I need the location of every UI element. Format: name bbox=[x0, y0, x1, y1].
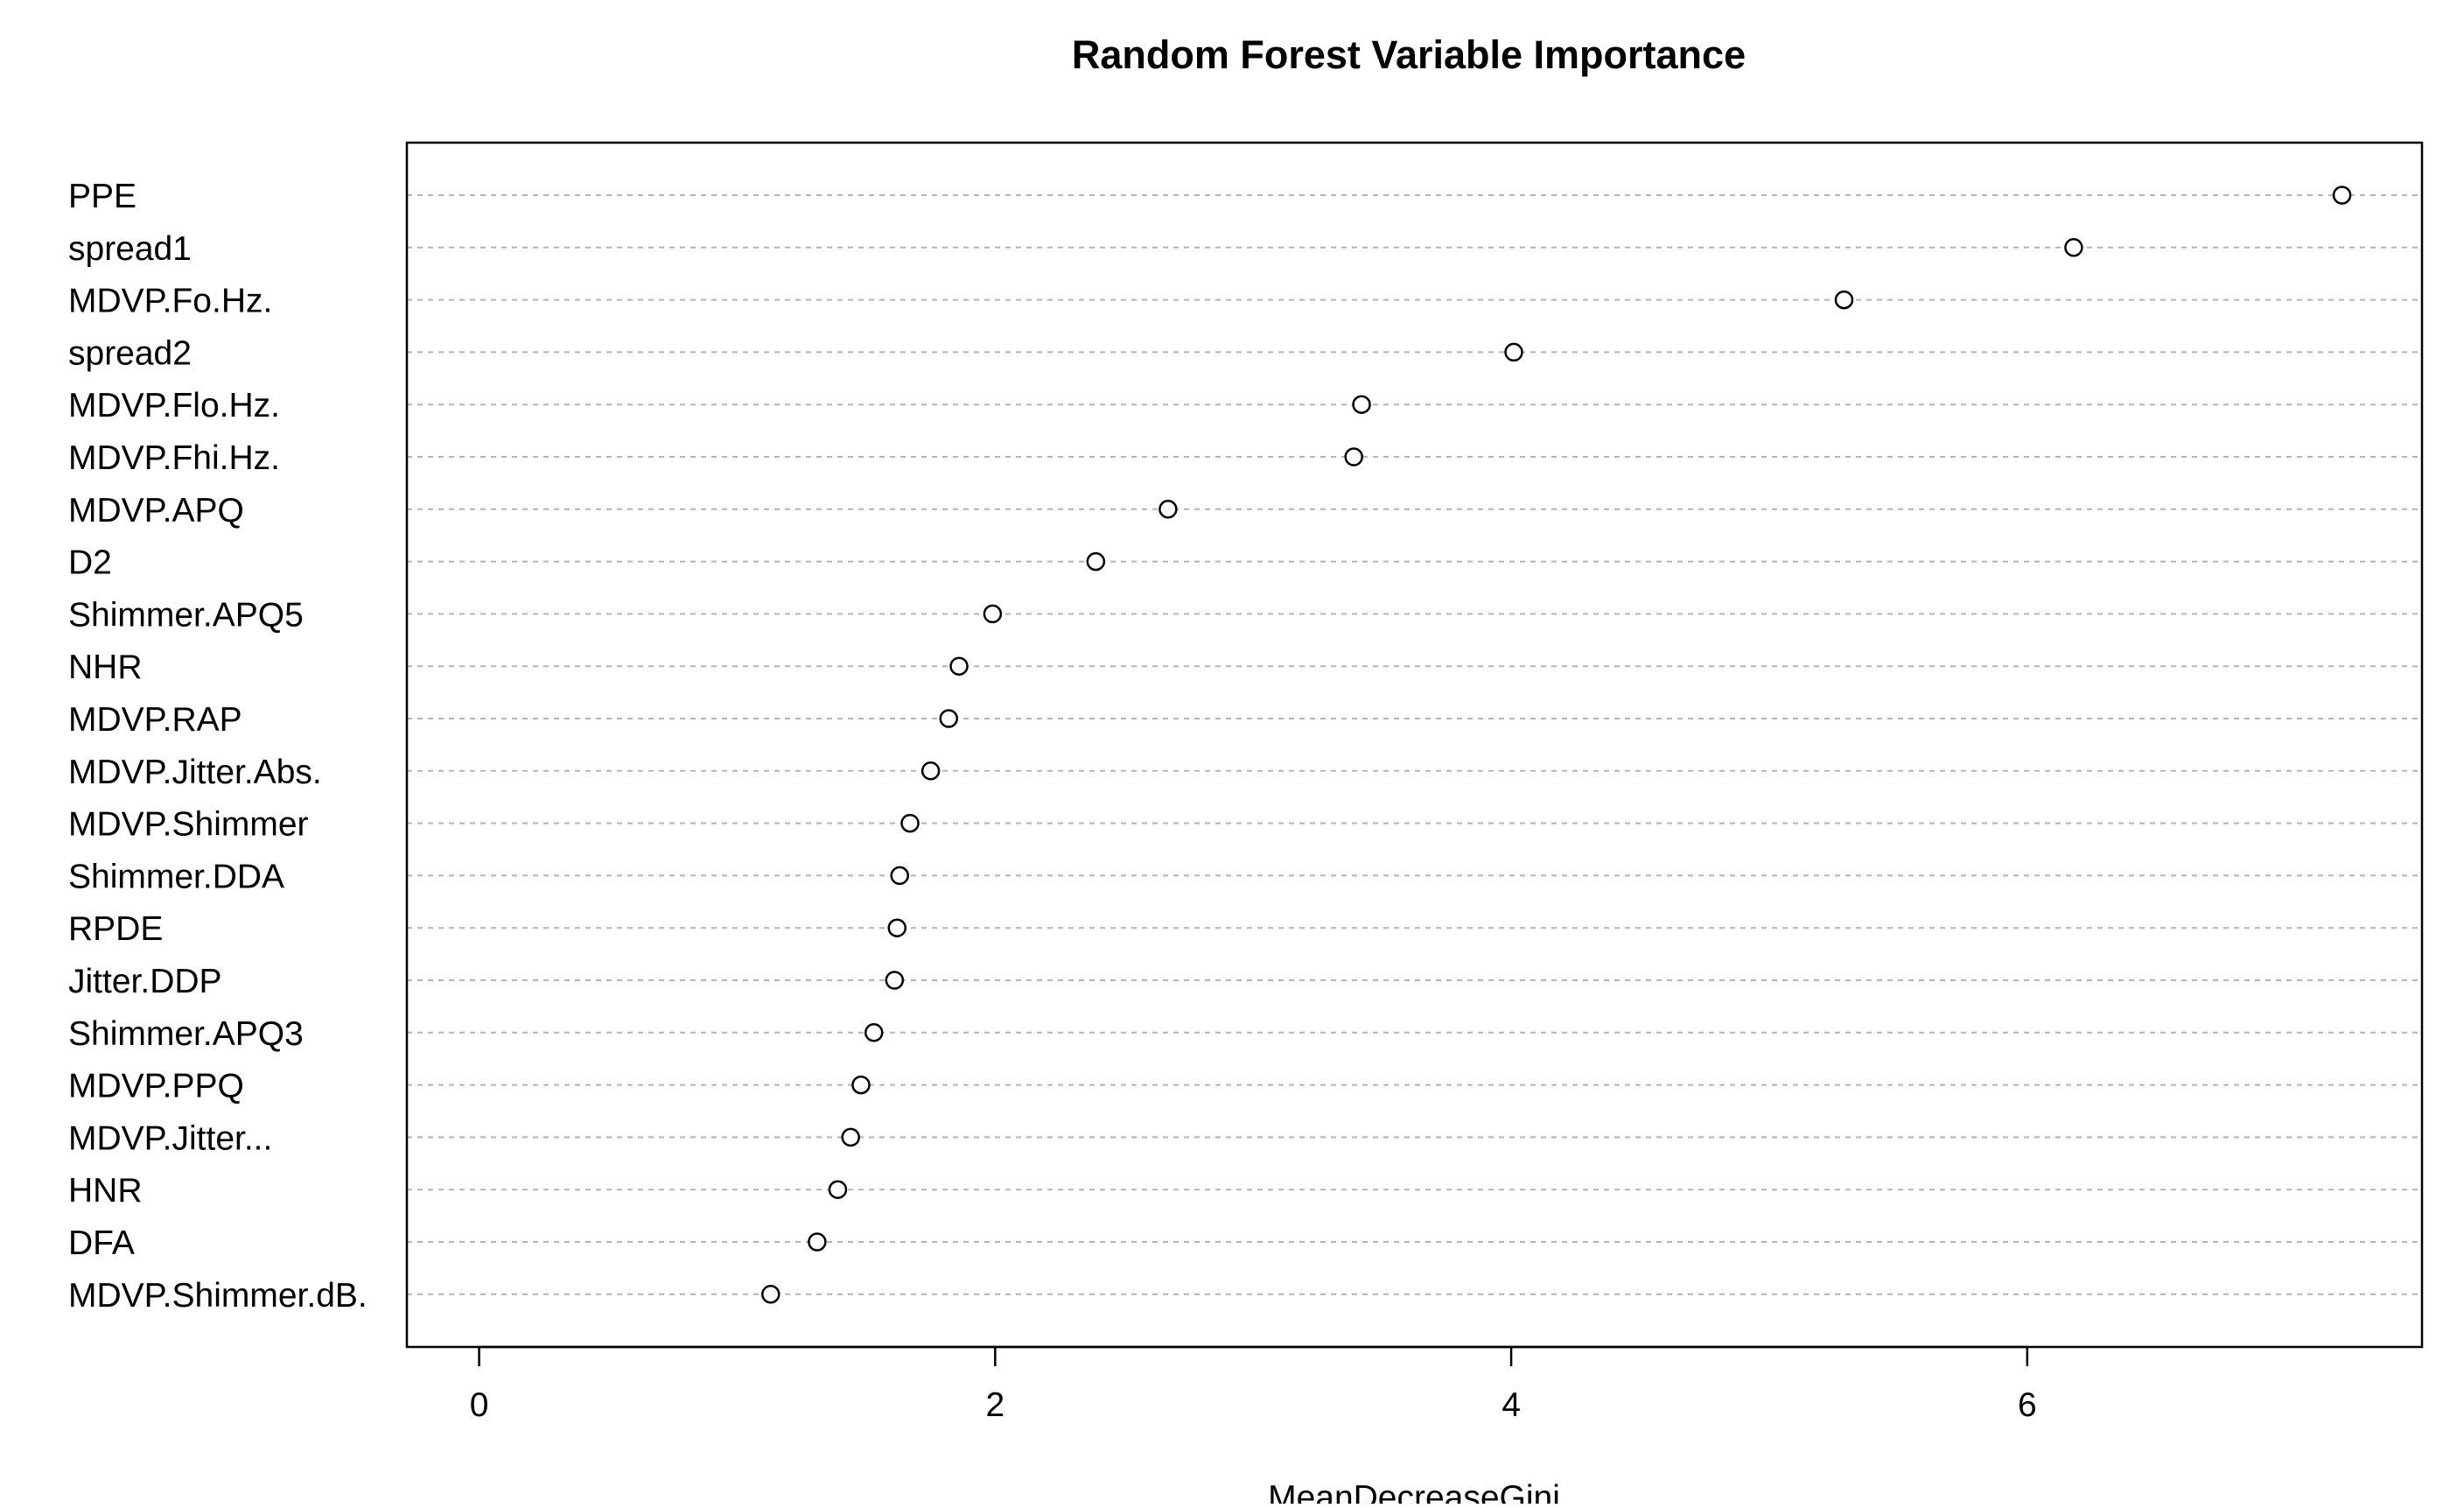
x-axis-title: MeanDecreaseGini bbox=[1268, 1479, 1560, 1504]
data-point bbox=[885, 971, 905, 990]
data-point bbox=[1352, 395, 1371, 414]
variable-label: NHR bbox=[68, 649, 143, 686]
data-point bbox=[1834, 290, 1854, 310]
data-point bbox=[887, 918, 907, 937]
data-point bbox=[1086, 551, 1106, 572]
x-tick-label: 0 bbox=[470, 1386, 489, 1424]
data-point bbox=[851, 1075, 871, 1095]
data-point bbox=[1158, 500, 1178, 519]
variable-label: Shimmer.DDA bbox=[68, 858, 284, 895]
data-point bbox=[761, 1285, 780, 1304]
plot-frame bbox=[405, 141, 2424, 1349]
data-point bbox=[808, 1232, 827, 1252]
variable-labels: PPE spread1 MDVP.Fo.Hz. spread2 MDVP.Flo.Hz.… bbox=[68, 178, 368, 1315]
chart-title: Random Forest Variable Importance bbox=[1072, 32, 1746, 77]
variable-label: Jitter.DDP bbox=[68, 963, 222, 1000]
x-tick-label: 4 bbox=[1502, 1386, 1521, 1424]
variable-label: MDVP.RAP bbox=[68, 701, 242, 739]
variable-label: D2 bbox=[68, 544, 112, 582]
variable-label: MDVP.Jitter.Abs. bbox=[68, 754, 322, 791]
data-point bbox=[2064, 238, 2083, 257]
data-point bbox=[983, 604, 1003, 624]
variable-label: PPE bbox=[68, 178, 136, 215]
data-point bbox=[1344, 447, 1363, 466]
data-point bbox=[939, 709, 958, 728]
data-point bbox=[949, 656, 969, 676]
variable-label: Shimmer.APQ3 bbox=[68, 1015, 304, 1053]
data-point bbox=[920, 761, 941, 781]
variable-label: RPDE bbox=[68, 910, 163, 948]
data-point bbox=[2332, 186, 2352, 205]
guide-lines bbox=[407, 194, 2422, 1295]
variable-label: MDVP.Fo.Hz. bbox=[68, 283, 272, 320]
data-point bbox=[890, 866, 909, 886]
variable-label: MDVP.APQ bbox=[68, 492, 244, 530]
data-points bbox=[761, 186, 2352, 1304]
variable-label: MDVP.PPQ bbox=[68, 1068, 244, 1105]
variable-label: MDVP.Jitter... bbox=[68, 1119, 272, 1157]
variable-label: Shimmer.APQ5 bbox=[68, 596, 304, 634]
data-point bbox=[841, 1127, 860, 1147]
x-tick-label: 2 bbox=[985, 1386, 1004, 1424]
variable-label: MDVP.Fhi.Hz. bbox=[68, 439, 280, 477]
variable-label: spread2 bbox=[68, 334, 192, 372]
data-point bbox=[900, 813, 920, 833]
data-point bbox=[864, 1023, 884, 1042]
variable-label: MDVP.Shimmer.dB. bbox=[68, 1277, 368, 1315]
variable-label: MDVP.Flo.Hz. bbox=[68, 387, 280, 424]
data-point bbox=[1504, 342, 1523, 362]
variable-label: HNR bbox=[68, 1172, 143, 1210]
x-axis: 0 2 4 6 bbox=[470, 1345, 2037, 1424]
data-point bbox=[828, 1180, 848, 1199]
variable-label: spread1 bbox=[68, 230, 192, 268]
variable-label: MDVP.Shimmer bbox=[68, 806, 309, 844]
x-tick-label: 6 bbox=[2018, 1386, 2037, 1424]
variable-label: DFA bbox=[68, 1224, 135, 1262]
